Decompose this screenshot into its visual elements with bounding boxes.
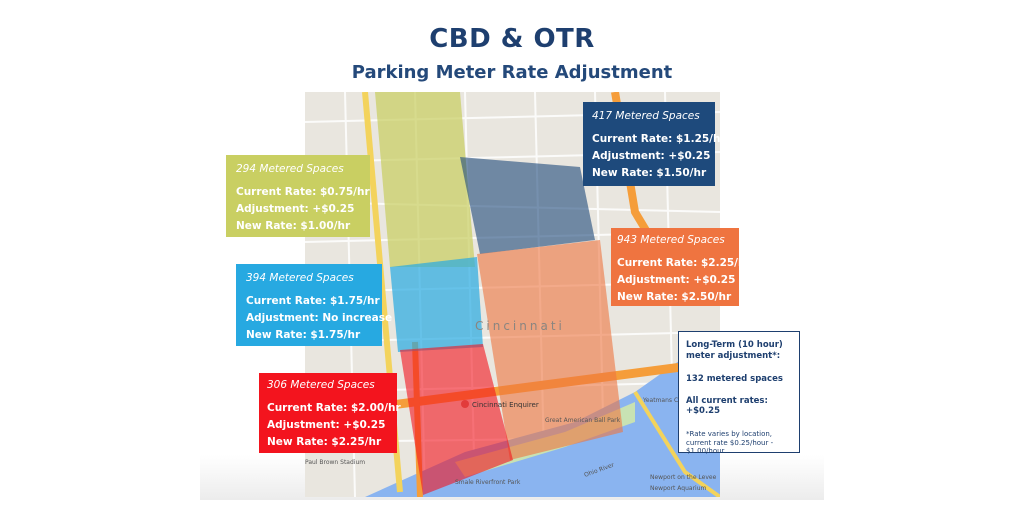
zone-spaces: 306 Metered Spaces: [267, 379, 375, 391]
zone-new-rate: New Rate: $1.75/hr: [246, 329, 361, 341]
zone-card-417: 417 Metered Spaces Current Rate: $1.25/h…: [583, 102, 726, 186]
zone-new-rate: New Rate: $2.25/hr: [267, 436, 382, 448]
zone-new-rate: New Rate: $1.50/hr: [592, 167, 707, 179]
long-term-card: Long-Term (10 hour) meter adjustment*: 1…: [678, 331, 800, 455]
zone-current-rate: Current Rate: $1.25/hr: [592, 133, 726, 145]
zone-new-rate: New Rate: $2.50/hr: [617, 291, 732, 303]
zone-current-rate: Current Rate: $2.25/hr: [617, 257, 751, 269]
zone-cbd-east: [477, 240, 623, 460]
zone-adjustment: Adjustment: No increase: [246, 312, 393, 324]
svg-text:Smale Riverfront Park: Smale Riverfront Park: [455, 479, 521, 486]
long-term-rate: All current rates: +$0.25: [686, 396, 768, 416]
zone-card-306: 306 Metered Spaces Current Rate: $2.00/h…: [259, 373, 401, 453]
map-graphic: Cincinnati Cincinnati Enquirer Great Ame…: [305, 92, 720, 497]
zone-adjustment: Adjustment: +$0.25: [617, 274, 736, 286]
zone-card-943: 943 Metered Spaces Current Rate: $2.25/h…: [611, 228, 751, 306]
svg-text:Cincinnati: Cincinnati: [475, 319, 565, 333]
zone-current-rate: Current Rate: $2.00/hr: [267, 402, 401, 414]
zone-card-394: 394 Metered Spaces Current Rate: $1.75/h…: [236, 264, 393, 346]
zone-otr-north: [375, 92, 475, 267]
svg-text:Yeatmans Cove: Yeatmans Cove: [642, 397, 689, 404]
svg-text:Cincinnati Enquirer: Cincinnati Enquirer: [472, 401, 539, 409]
zone-spaces: 417 Metered Spaces: [592, 110, 700, 122]
zone-current-rate: Current Rate: $0.75/hr: [236, 186, 370, 198]
svg-text:Newport Aquarium: Newport Aquarium: [650, 485, 707, 492]
zone-cbd-west: [390, 257, 483, 352]
zone-card-294: 294 Metered Spaces Current Rate: $0.75/h…: [226, 155, 370, 237]
svg-text:Newport on the Levee: Newport on the Levee: [650, 474, 717, 481]
page-subtitle: Parking Meter Rate Adjustment: [351, 62, 673, 83]
zone-adjustment: Adjustment: +$0.25: [592, 150, 711, 162]
svg-text:Paul Brown Stadium: Paul Brown Stadium: [305, 459, 365, 466]
zone-spaces: 394 Metered Spaces: [246, 272, 354, 284]
zone-pendleton: [460, 157, 595, 254]
zone-adjustment: Adjustment: +$0.25: [236, 203, 355, 215]
long-term-heading: Long-Term (10 hour) meter adjustment*:: [686, 340, 783, 361]
zone-current-rate: Current Rate: $1.75/hr: [246, 295, 380, 307]
page-title: CBD & OTR: [429, 24, 595, 54]
zone-new-rate: New Rate: $1.00/hr: [236, 220, 351, 232]
zone-adjustment: Adjustment: +$0.25: [267, 419, 386, 431]
zone-spaces: 943 Metered Spaces: [617, 234, 725, 246]
long-term-spaces: 132 metered spaces: [686, 374, 783, 384]
long-term-note: *Rate varies by location, current rate $…: [686, 430, 774, 455]
zone-spaces: 294 Metered Spaces: [236, 163, 344, 175]
svg-text:Great American Ball Park: Great American Ball Park: [545, 417, 621, 424]
zone-riverfront: [400, 344, 513, 495]
